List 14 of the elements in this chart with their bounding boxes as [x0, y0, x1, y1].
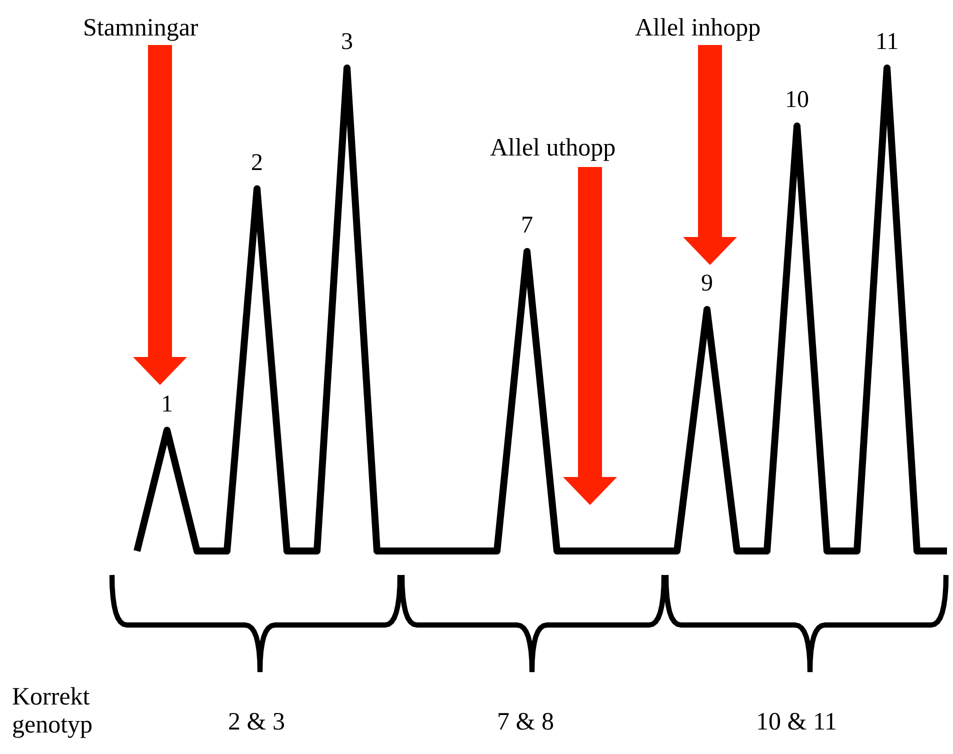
annotation: 2	[251, 150, 263, 176]
text: Allel inhopp	[635, 14, 761, 42]
text: 10 & 11	[756, 708, 838, 736]
text: 7 & 8	[497, 708, 554, 736]
annotation: 11	[875, 29, 899, 55]
annotation: 9	[701, 270, 713, 296]
annotation: Allel uthopp	[490, 134, 616, 162]
annotation: 7	[521, 212, 533, 239]
text: Stamningar	[83, 14, 199, 42]
text: 2 & 3	[228, 708, 285, 736]
text: Korrekt genotyp	[12, 684, 96, 738]
annotation: 3	[341, 29, 353, 55]
annotation: 10	[785, 86, 809, 113]
annotation: 1	[161, 391, 173, 418]
